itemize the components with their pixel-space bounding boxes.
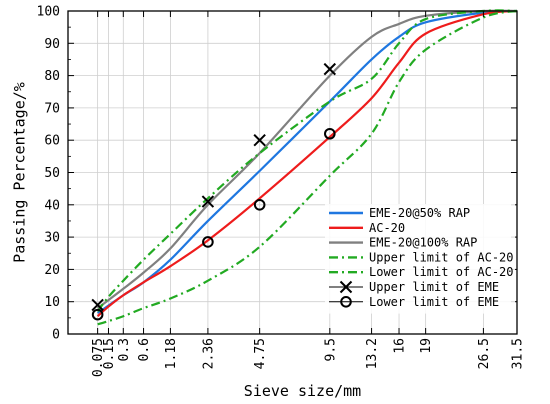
legend-label: Upper limit of AC-20 (369, 250, 514, 264)
legend-item: EME-20@100% RAP (329, 236, 477, 250)
marker-stroke (91, 298, 104, 312)
x-tick-label: 4.75 (253, 338, 268, 369)
legend-marker (339, 280, 353, 294)
data-point-marker (202, 236, 214, 248)
x-tick-label: 26.5 (477, 338, 492, 369)
x-axis-title: Sieve size/mm (244, 382, 361, 400)
series-4 (97, 9, 518, 326)
legend-item: Upper limit of EME (329, 280, 499, 294)
legend-label: Lower limit of EME (369, 295, 499, 309)
y-axis-title: Passing Percentage/% (11, 82, 29, 263)
x-tick-label: 16 (393, 338, 408, 354)
x-tick-label: 13.2 (365, 338, 380, 369)
y-tick-label: 90 (44, 37, 60, 52)
y-tick-label: 50 (44, 166, 60, 181)
x-tick-label: 0.15 (102, 338, 117, 369)
data-point-marker (324, 127, 336, 140)
x-tick-label: 9.5 (323, 338, 338, 361)
legend-label: Upper limit of EME (369, 280, 499, 294)
y-tick-label: 10 (44, 295, 60, 310)
data-point-marker (91, 308, 104, 321)
legend-background (325, 204, 515, 314)
y-tick-label: 100 (37, 5, 60, 20)
y-tick-label: 30 (44, 231, 60, 246)
legend-item: EME-20@50% RAP (329, 206, 470, 220)
data-point-marker (323, 62, 337, 76)
series-3 (96, 9, 518, 313)
y-tick-label: 60 (44, 134, 60, 149)
legend-marker (340, 296, 352, 308)
legend-label: EME-20@50% RAP (369, 206, 470, 220)
legend-item: Upper limit of AC-20 (329, 250, 514, 264)
legend-item: Lower limit of AC-20 (329, 265, 514, 279)
y-tick-label: 20 (44, 263, 60, 278)
x-tick-label: 1.18 (164, 338, 179, 369)
y-tick-label: 0 (52, 328, 60, 343)
marker-stroke (253, 133, 266, 147)
legend-item: AC-20 (329, 221, 405, 235)
y-tick-label: 40 (44, 198, 60, 213)
series-line (96, 9, 518, 313)
series-6 (91, 127, 336, 321)
data-point-marker (201, 195, 215, 208)
legend-label: AC-20 (369, 221, 405, 235)
data-point-marker (91, 298, 104, 312)
x-tick-label: 2.36 (201, 338, 216, 369)
series-line (96, 9, 518, 318)
x-tick-label: 19 (419, 338, 434, 354)
data-point-marker (253, 199, 266, 211)
marker-stroke (323, 62, 337, 76)
marker-stroke (201, 195, 215, 208)
y-tick-label: 80 (44, 69, 60, 84)
series-line (97, 9, 518, 326)
legend-label: EME-20@100% RAP (369, 236, 477, 250)
data-point-marker (253, 133, 266, 147)
legend-item: Lower limit of EME (329, 295, 499, 309)
series-1 (96, 9, 518, 318)
series-5 (91, 62, 337, 312)
x-tick-label: 31.5 (511, 338, 526, 369)
legend-label: Lower limit of AC-20 (369, 265, 514, 279)
marker-stroke (339, 280, 353, 294)
x-tick-label: 0.075 (91, 338, 106, 377)
x-tick-label: 0.3 (117, 338, 132, 361)
y-tick-label: 70 (44, 101, 60, 116)
x-tick-label: 0.6 (137, 338, 152, 361)
